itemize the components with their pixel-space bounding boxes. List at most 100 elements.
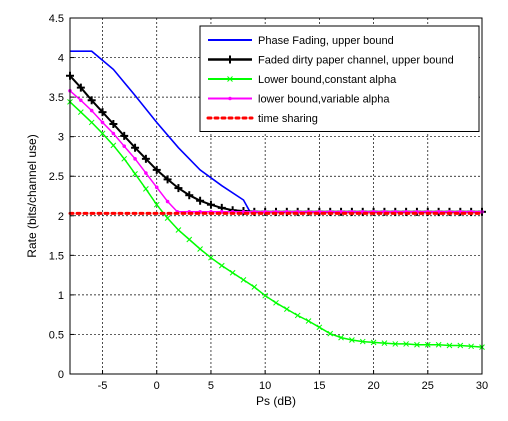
data-point <box>251 284 258 290</box>
data-point <box>77 109 84 115</box>
data-point <box>87 96 96 105</box>
data-point <box>175 227 182 233</box>
data-point <box>76 83 85 92</box>
x-tick-label: 10 <box>259 380 271 392</box>
data-point <box>273 299 279 306</box>
legend-marker <box>226 55 234 64</box>
data-point <box>143 186 149 192</box>
y-tick-label: 1.5 <box>49 250 64 262</box>
x-tick-label: 25 <box>422 380 434 392</box>
data-point <box>370 339 377 346</box>
legend-label: lower bound,variable alpha <box>258 94 390 106</box>
data-point <box>316 324 323 331</box>
data-point <box>338 334 344 341</box>
data-point <box>164 215 171 222</box>
data-point <box>100 120 105 125</box>
legend-marker <box>228 96 232 101</box>
legend-label: Lower bound,constant alpha <box>258 74 397 86</box>
legend-label: time sharing <box>258 113 318 125</box>
data-point <box>197 246 203 252</box>
y-tick-label: 3.5 <box>49 92 64 104</box>
axes-ticks: -5 0 5 10 15 20 25 30 0 0.5 1 1.5 2 2.5 3 3.5 4 4.5 <box>49 13 488 392</box>
legend-marker <box>227 76 233 82</box>
data-point <box>165 199 170 204</box>
data-point <box>414 341 420 348</box>
x-tick-label: 0 <box>154 380 160 392</box>
data-point <box>468 343 475 350</box>
x-tick-label: -5 <box>98 380 108 392</box>
y-tick-label: 4.5 <box>49 13 64 25</box>
data-point <box>262 292 269 299</box>
data-point <box>132 170 138 177</box>
data-point <box>144 171 148 175</box>
legend: Phase Fading, upper bound Faded dirty pap… <box>199 25 480 132</box>
y-tick-label: 1 <box>58 290 64 302</box>
legend-label: Phase Fading, upper bound <box>258 35 394 47</box>
data-point <box>457 342 464 349</box>
data-point <box>185 191 194 200</box>
legend-item-lower-bound-variable-alpha: lower bound,variable alpha <box>208 94 390 106</box>
data-point <box>154 185 159 190</box>
legend-item-lower-bound-constant-alpha: Lower bound,constant alpha <box>208 74 397 86</box>
data-point <box>153 201 160 208</box>
series-line <box>69 101 483 348</box>
data-point <box>349 337 355 343</box>
data-point <box>435 341 442 348</box>
data-point <box>186 236 193 243</box>
data-point <box>121 155 128 162</box>
x-axis-label: Ps (dB) <box>256 394 296 408</box>
y-tick-label: 0.5 <box>49 329 64 341</box>
legend-item-time-sharing: time sharing <box>206 113 318 125</box>
data-point <box>359 338 366 345</box>
data-point <box>120 131 129 140</box>
data-point <box>381 340 388 347</box>
data-point <box>99 130 106 137</box>
data-point <box>141 154 150 163</box>
data-point <box>229 269 236 276</box>
series-lower-bound-constant-alpha <box>67 99 485 350</box>
data-point <box>110 142 117 149</box>
legend-item-faded-dirty-paper-channel-upper-bound: Faded dirty paper channel, upper bound <box>208 55 454 67</box>
data-point <box>98 108 107 117</box>
data-point <box>424 341 431 348</box>
x-tick-label: 5 <box>208 380 214 392</box>
x-tick-label: 20 <box>367 380 379 392</box>
data-point <box>208 254 214 261</box>
data-point <box>196 196 205 205</box>
data-point <box>163 175 172 184</box>
data-point <box>133 157 137 161</box>
y-tick-label: 3 <box>58 132 64 144</box>
data-point <box>392 341 399 347</box>
series-layer <box>66 50 486 350</box>
data-point <box>305 318 312 324</box>
y-tick-label: 2.5 <box>49 171 64 183</box>
legend-label: Faded dirty paper channel, upper bound <box>258 55 454 67</box>
data-point <box>294 312 301 319</box>
y-axis-label: Rate (bits/channel use) <box>25 134 39 257</box>
data-point <box>79 98 83 103</box>
y-tick-label: 2 <box>58 211 64 223</box>
data-point <box>218 262 225 269</box>
plot-frame <box>69 17 483 375</box>
data-point <box>152 165 161 174</box>
data-point <box>109 120 118 129</box>
data-point <box>403 341 409 347</box>
data-point <box>327 330 334 337</box>
data-point <box>89 108 94 113</box>
data-point <box>122 144 127 148</box>
y-tick-label: 4 <box>58 53 64 65</box>
data-point <box>174 184 183 193</box>
data-point <box>446 342 453 349</box>
data-point <box>240 277 247 283</box>
data-point <box>206 200 215 209</box>
y-tick-label: 0 <box>58 369 64 381</box>
x-tick-label: 30 <box>476 380 488 392</box>
data-point <box>111 131 116 136</box>
data-point <box>131 143 140 152</box>
series-lower-bound-variable-alpha <box>68 88 484 214</box>
data-point <box>88 119 95 126</box>
data-point <box>283 306 290 312</box>
x-tick-label: 15 <box>313 380 325 392</box>
legend-item-phase-fading-upper-bound: Phase Fading, upper bound <box>208 35 394 47</box>
